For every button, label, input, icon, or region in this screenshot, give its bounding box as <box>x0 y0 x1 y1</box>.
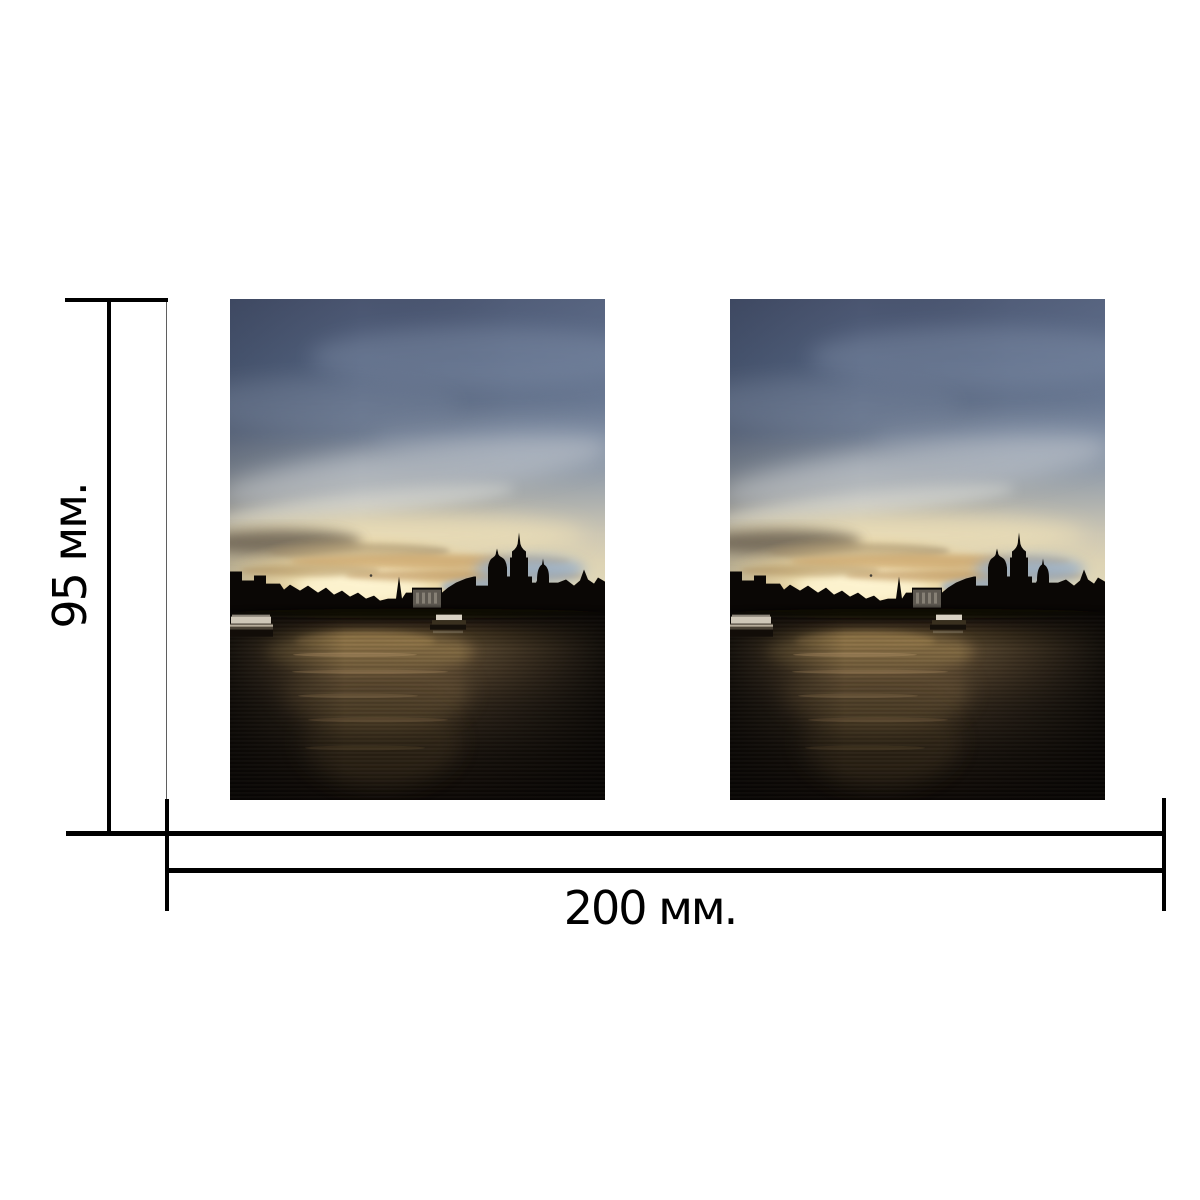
sheet-left-edge-line <box>165 300 167 800</box>
width-dimension-left-tick <box>165 799 169 911</box>
width-dimension-line <box>167 868 1164 873</box>
width-dimension-right-tick <box>1162 798 1166 911</box>
sunset-photo-right <box>730 299 1105 800</box>
sunset-photo-image <box>730 299 1105 800</box>
height-dimension-top-tick <box>65 298 168 302</box>
sunset-photo-image <box>230 299 605 800</box>
height-dimension-line <box>107 298 111 835</box>
sheet-bottom-line <box>66 831 1166 836</box>
sunset-photo-left <box>230 299 605 800</box>
width-dimension-label: 200 мм. <box>563 881 738 935</box>
height-dimension-label: 95 мм. <box>43 483 97 629</box>
